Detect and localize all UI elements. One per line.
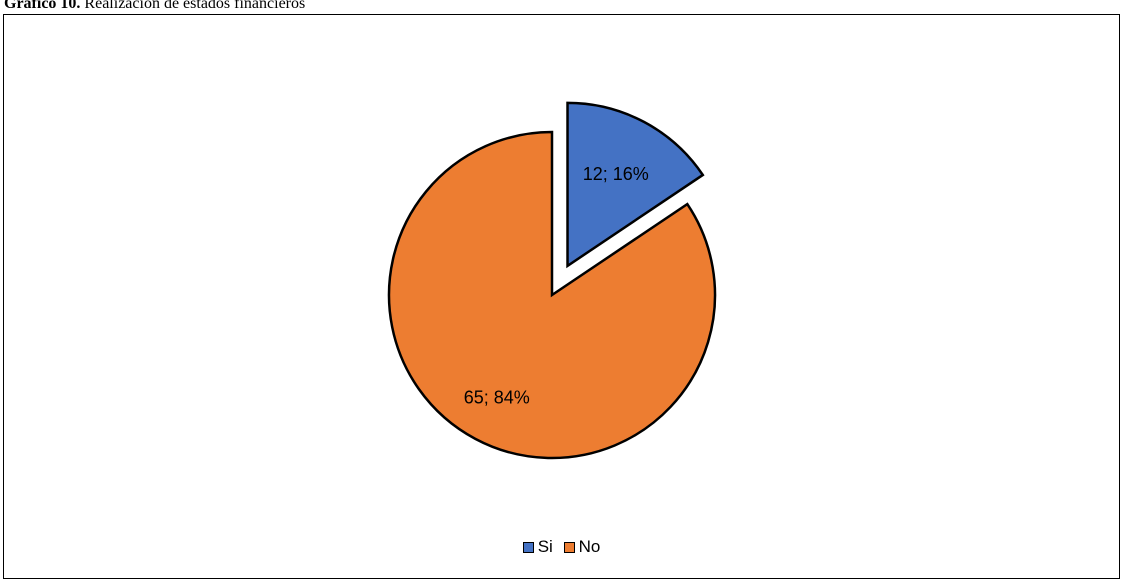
chart-frame: 12; 16% 65; 84% Si No <box>3 14 1120 579</box>
pie-slice-no <box>387 130 717 460</box>
pie-chart: 12; 16% 65; 84% <box>387 101 717 460</box>
chart-legend: Si No <box>4 537 1119 558</box>
figure-caption-text: Realización de estados financieros <box>80 0 306 12</box>
figure-caption-number: Gráfico 10. <box>4 0 81 12</box>
data-label-no: 65; 84% <box>464 387 530 407</box>
legend-label-si: Si <box>537 537 553 556</box>
legend-label-no: No <box>578 537 601 556</box>
legend-swatch-si <box>522 541 534 553</box>
legend-item-no: No <box>563 537 601 557</box>
legend-swatch-no <box>563 541 575 553</box>
pie-slice-si <box>566 101 705 269</box>
data-label-si: 12; 16% <box>583 164 649 184</box>
figure-caption: Gráfico 10. Realización de estados finan… <box>4 0 305 14</box>
legend-item-si: Si <box>522 537 553 557</box>
